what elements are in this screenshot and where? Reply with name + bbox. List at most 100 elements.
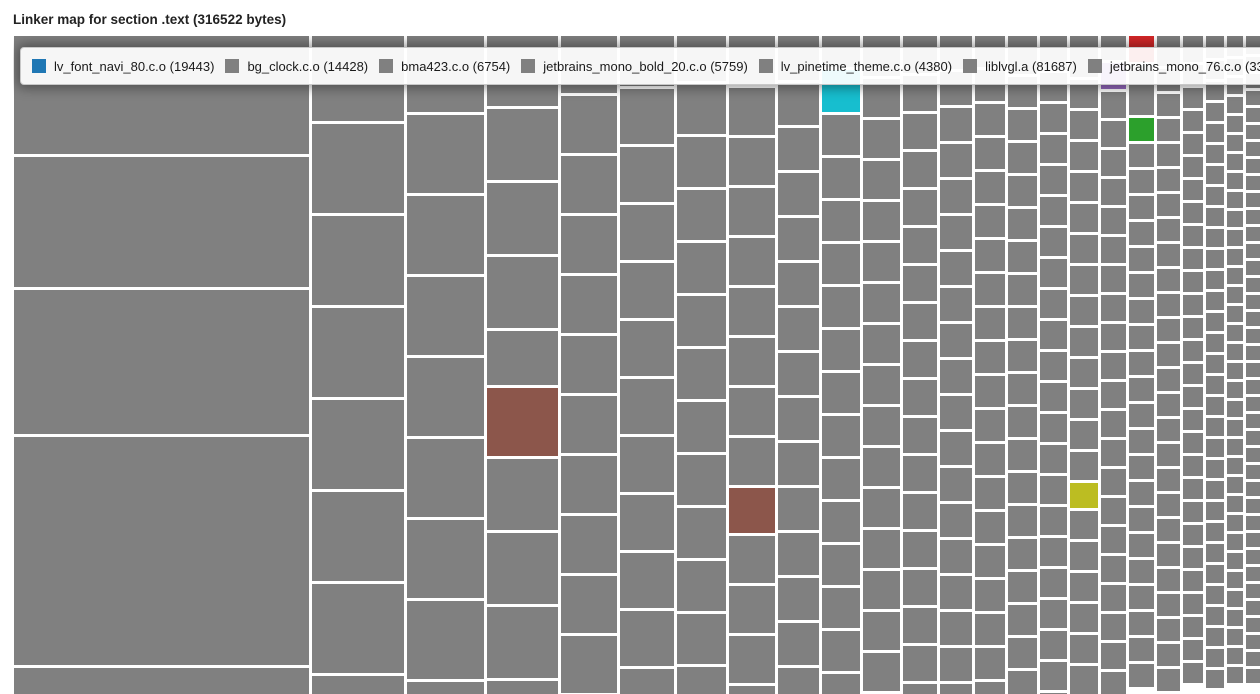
treemap-cell[interactable] [487, 388, 558, 456]
treemap-cell[interactable] [940, 612, 972, 645]
treemap-cell[interactable] [975, 342, 1005, 373]
treemap-cell[interactable] [1227, 325, 1243, 341]
treemap-cell[interactable] [1070, 266, 1098, 294]
treemap-cell[interactable] [729, 636, 775, 683]
treemap-cell[interactable] [1183, 203, 1203, 223]
treemap-cell[interactable] [903, 228, 937, 263]
treemap-cell[interactable] [822, 287, 860, 327]
treemap-cell[interactable] [940, 288, 972, 321]
treemap-cell[interactable] [1070, 328, 1098, 356]
treemap-cell[interactable] [975, 308, 1005, 339]
treemap-cell[interactable] [863, 366, 900, 404]
treemap-cell[interactable] [677, 402, 726, 452]
treemap-cell[interactable] [1227, 135, 1243, 151]
treemap-cell[interactable] [975, 376, 1005, 407]
treemap-cell[interactable] [1040, 166, 1067, 194]
treemap-cell[interactable] [975, 274, 1005, 305]
treemap-cell[interactable] [1227, 572, 1243, 588]
treemap-cell[interactable] [1227, 420, 1243, 436]
treemap-cell[interactable] [407, 520, 484, 598]
treemap-cell[interactable] [1157, 294, 1180, 316]
treemap-cell[interactable] [1206, 481, 1224, 499]
treemap-cell[interactable] [822, 201, 860, 241]
treemap-cell[interactable] [1206, 208, 1224, 226]
treemap-cell[interactable] [863, 79, 900, 117]
treemap-cell[interactable] [1246, 125, 1260, 139]
treemap-cell[interactable] [778, 353, 819, 395]
treemap-cell[interactable] [1227, 363, 1243, 379]
treemap-cell[interactable] [561, 336, 617, 393]
treemap-cell[interactable] [822, 674, 860, 694]
treemap-cell[interactable] [1101, 411, 1126, 437]
treemap-cell[interactable] [1206, 649, 1224, 667]
treemap-cell[interactable] [863, 202, 900, 240]
treemap-cell[interactable] [407, 682, 484, 694]
treemap-cell[interactable] [1070, 542, 1098, 570]
treemap-cell[interactable] [1070, 390, 1098, 418]
treemap-cell[interactable] [1101, 672, 1126, 694]
treemap-cell[interactable] [677, 561, 726, 611]
treemap-cell[interactable] [1008, 506, 1037, 536]
treemap-cell[interactable] [677, 84, 726, 134]
treemap-cell[interactable] [729, 188, 775, 235]
treemap-cell[interactable] [1246, 278, 1260, 292]
treemap-cell[interactable] [1101, 353, 1126, 379]
treemap-cell[interactable] [1008, 473, 1037, 503]
treemap-cell[interactable] [1246, 431, 1260, 445]
treemap-cell[interactable] [1070, 483, 1098, 508]
treemap-cell[interactable] [1008, 374, 1037, 404]
treemap-cell[interactable] [863, 612, 900, 650]
treemap-cell[interactable] [1129, 560, 1154, 583]
treemap-cell[interactable] [1070, 173, 1098, 201]
treemap-cell[interactable] [561, 276, 617, 333]
treemap-cell[interactable] [1157, 194, 1180, 216]
treemap-cell[interactable] [1227, 211, 1243, 227]
treemap-cell[interactable] [1246, 244, 1260, 258]
treemap-cell[interactable] [407, 439, 484, 517]
treemap-cell[interactable] [903, 152, 937, 187]
treemap-cell[interactable] [1206, 397, 1224, 415]
treemap-cell[interactable] [729, 536, 775, 583]
treemap-cell[interactable] [561, 576, 617, 633]
treemap-cell[interactable] [863, 325, 900, 363]
treemap-cell[interactable] [863, 243, 900, 281]
treemap-cell[interactable] [1183, 433, 1203, 453]
treemap-cell[interactable] [1070, 421, 1098, 449]
treemap-cell[interactable] [778, 578, 819, 620]
treemap-cell[interactable] [778, 488, 819, 530]
treemap-cell[interactable] [1227, 249, 1243, 265]
treemap-cell[interactable] [1040, 476, 1067, 504]
treemap-cell[interactable] [407, 601, 484, 679]
treemap-cell[interactable] [1101, 208, 1126, 234]
treemap-cell[interactable] [1070, 604, 1098, 632]
treemap-cell[interactable] [975, 172, 1005, 203]
treemap-cell[interactable] [822, 330, 860, 370]
treemap-cell[interactable] [940, 144, 972, 177]
treemap-cell[interactable] [1070, 297, 1098, 325]
treemap-cell[interactable] [1129, 352, 1154, 375]
treemap-cell[interactable] [1206, 628, 1224, 646]
treemap-cell[interactable] [1183, 134, 1203, 154]
treemap-cell[interactable] [1040, 445, 1067, 473]
treemap-cell[interactable] [1246, 414, 1260, 428]
treemap-cell[interactable] [1206, 166, 1224, 184]
treemap-cell[interactable] [1101, 556, 1126, 582]
treemap-cell[interactable] [1101, 440, 1126, 466]
treemap-cell[interactable] [1227, 534, 1243, 550]
treemap-cell[interactable] [863, 530, 900, 568]
treemap-cell[interactable] [778, 668, 819, 694]
treemap-cell[interactable] [903, 684, 937, 694]
treemap-cell[interactable] [778, 173, 819, 215]
treemap-cell[interactable] [14, 437, 309, 665]
treemap-cell[interactable] [1206, 355, 1224, 373]
treemap-cell[interactable] [1246, 329, 1260, 343]
treemap-cell[interactable] [1070, 111, 1098, 139]
treemap-cell[interactable] [1101, 92, 1126, 118]
treemap-cell[interactable] [1129, 456, 1154, 479]
treemap-cell[interactable] [940, 252, 972, 285]
treemap-cell[interactable] [1246, 91, 1260, 105]
treemap-cell[interactable] [1246, 669, 1260, 683]
treemap-cell[interactable] [1246, 210, 1260, 224]
treemap-cell[interactable] [1008, 143, 1037, 173]
treemap-cell[interactable] [940, 648, 972, 681]
